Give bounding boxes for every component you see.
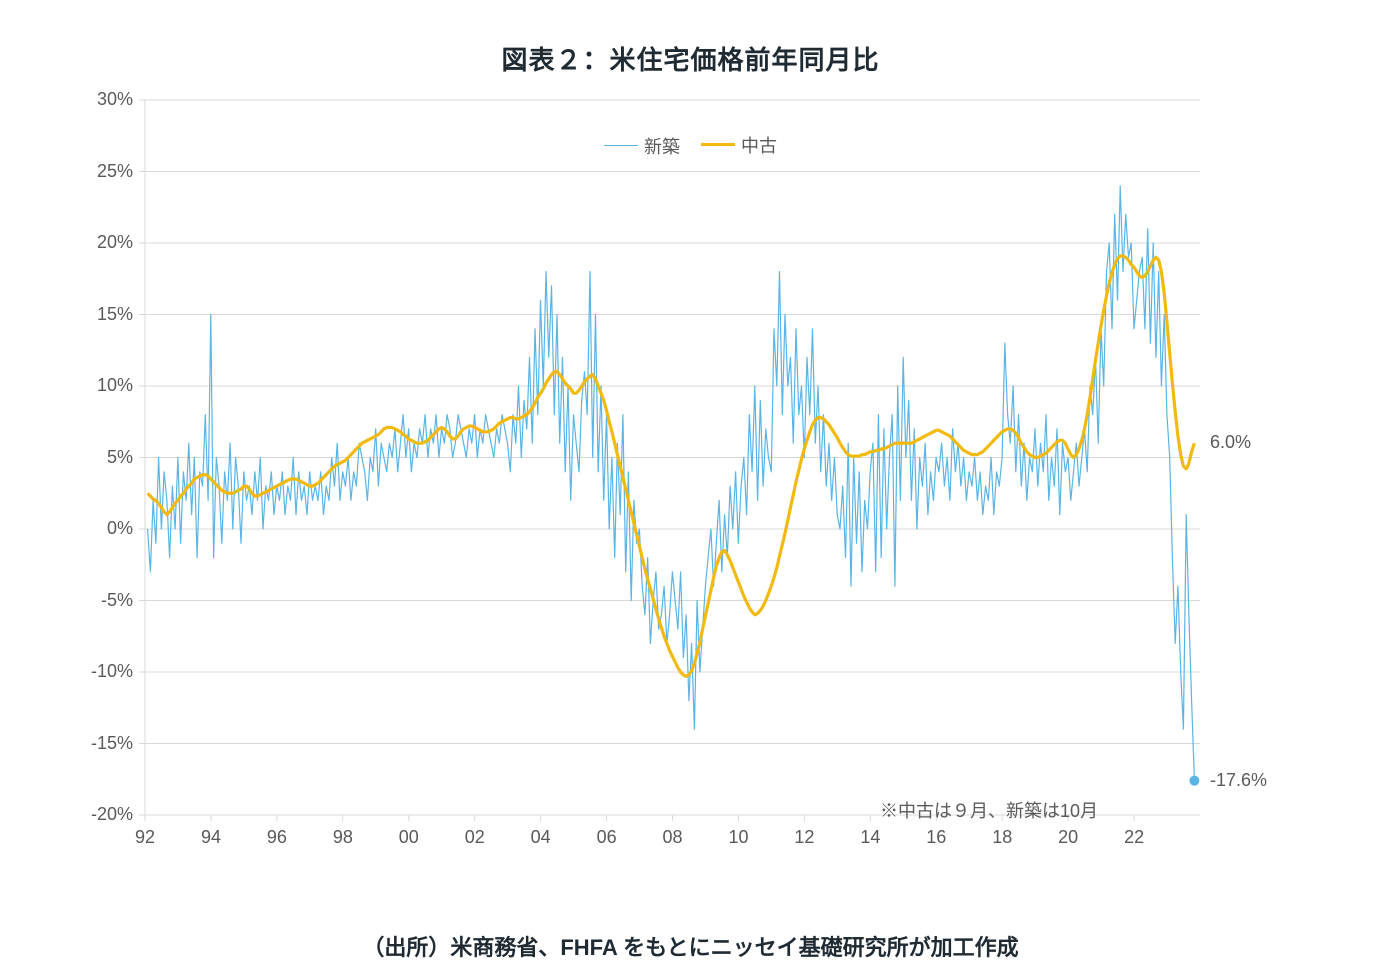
x-tick-label: 16 bbox=[926, 827, 946, 848]
x-tick-label: 02 bbox=[465, 827, 485, 848]
x-tick-label: 14 bbox=[860, 827, 880, 848]
figure-container: 図表２：米住宅価格前年同月比 新築 中古 -20%-15%-10%-5%0%5%… bbox=[0, 0, 1381, 980]
x-tick-label: 00 bbox=[399, 827, 419, 848]
end-label-used: 6.0% bbox=[1210, 432, 1251, 453]
y-tick-label: 5% bbox=[107, 447, 133, 468]
x-tick-label: 08 bbox=[663, 827, 683, 848]
y-tick-label: 15% bbox=[97, 304, 133, 325]
x-tick-label: 06 bbox=[597, 827, 617, 848]
y-tick-label: 25% bbox=[97, 161, 133, 182]
x-tick-label: 92 bbox=[135, 827, 155, 848]
y-tick-label: -20% bbox=[91, 804, 133, 825]
y-tick-label: 20% bbox=[97, 232, 133, 253]
x-tick-label: 04 bbox=[531, 827, 551, 848]
x-tick-label: 98 bbox=[333, 827, 353, 848]
y-tick-label: 30% bbox=[97, 89, 133, 110]
x-tick-label: 18 bbox=[992, 827, 1012, 848]
x-tick-label: 22 bbox=[1124, 827, 1144, 848]
x-tick-label: 10 bbox=[728, 827, 748, 848]
footnote: ※中古は９月、新築は10月 bbox=[880, 797, 1098, 823]
y-tick-label: 0% bbox=[107, 518, 133, 539]
x-tick-label: 20 bbox=[1058, 827, 1078, 848]
y-tick-label: 10% bbox=[97, 375, 133, 396]
y-tick-label: -10% bbox=[91, 661, 133, 682]
x-tick-label: 12 bbox=[794, 827, 814, 848]
x-tick-label: 94 bbox=[201, 827, 221, 848]
end-label-new: -17.6% bbox=[1210, 770, 1267, 791]
y-tick-label: -15% bbox=[91, 733, 133, 754]
x-tick-label: 96 bbox=[267, 827, 287, 848]
y-tick-label: -5% bbox=[101, 590, 133, 611]
source-attribution: （出所）米商務省、FHFA をもとにニッセイ基礎研究所が加工作成 bbox=[0, 930, 1381, 962]
